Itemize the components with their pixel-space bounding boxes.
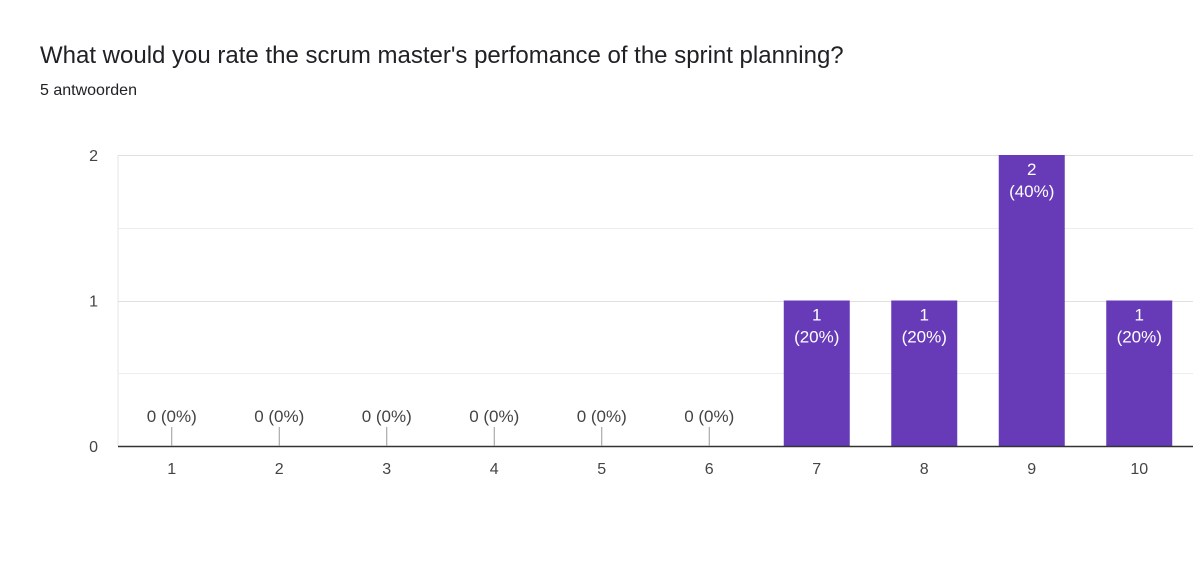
bar	[783, 300, 850, 446]
data-label: 2	[1027, 160, 1036, 179]
y-tick-label: 0	[89, 439, 98, 456]
data-label: 0 (0%)	[577, 407, 627, 426]
data-label: 0 (0%)	[684, 407, 734, 426]
bar	[1106, 300, 1173, 446]
data-label: (20%)	[902, 328, 947, 347]
x-tick-label: 9	[1027, 461, 1036, 478]
data-label: 0 (0%)	[362, 407, 412, 426]
x-tick-label: 3	[382, 461, 391, 478]
data-label: 0 (0%)	[469, 407, 519, 426]
bars	[783, 155, 1173, 446]
x-tick-label: 4	[490, 461, 499, 478]
data-label: 1	[812, 306, 821, 325]
x-tick-label: 2	[275, 461, 284, 478]
data-labels: 0 (0%) 0 (0%) 0 (0%) 0 (0%) 0 (0%) 0 (0%) 1 (20…	[147, 160, 1162, 446]
axes: 0 1 2 1 2 3 4 5 6 7 8 9 10	[89, 148, 1193, 478]
x-tick-label: 1	[167, 461, 176, 478]
bar	[891, 300, 958, 446]
x-tick-label: 7	[812, 461, 821, 478]
data-label: 1	[920, 306, 929, 325]
chart-title: What would you rate the scrum master's p…	[40, 42, 844, 69]
x-tick-label: 8	[920, 461, 929, 478]
data-label: (20%)	[1117, 328, 1162, 347]
data-label: 0 (0%)	[254, 407, 304, 426]
response-count: 5 antwoorden	[40, 82, 137, 99]
x-tick-label: 10	[1130, 461, 1148, 478]
data-label: 0 (0%)	[147, 407, 197, 426]
x-tick-label: 6	[705, 461, 714, 478]
x-tick-label: 5	[597, 461, 606, 478]
y-tick-label: 2	[89, 148, 98, 165]
bar	[998, 155, 1065, 446]
data-label: (40%)	[1009, 182, 1054, 201]
data-label: 1	[1135, 306, 1144, 325]
data-label: (20%)	[794, 328, 839, 347]
y-tick-label: 1	[89, 294, 98, 311]
